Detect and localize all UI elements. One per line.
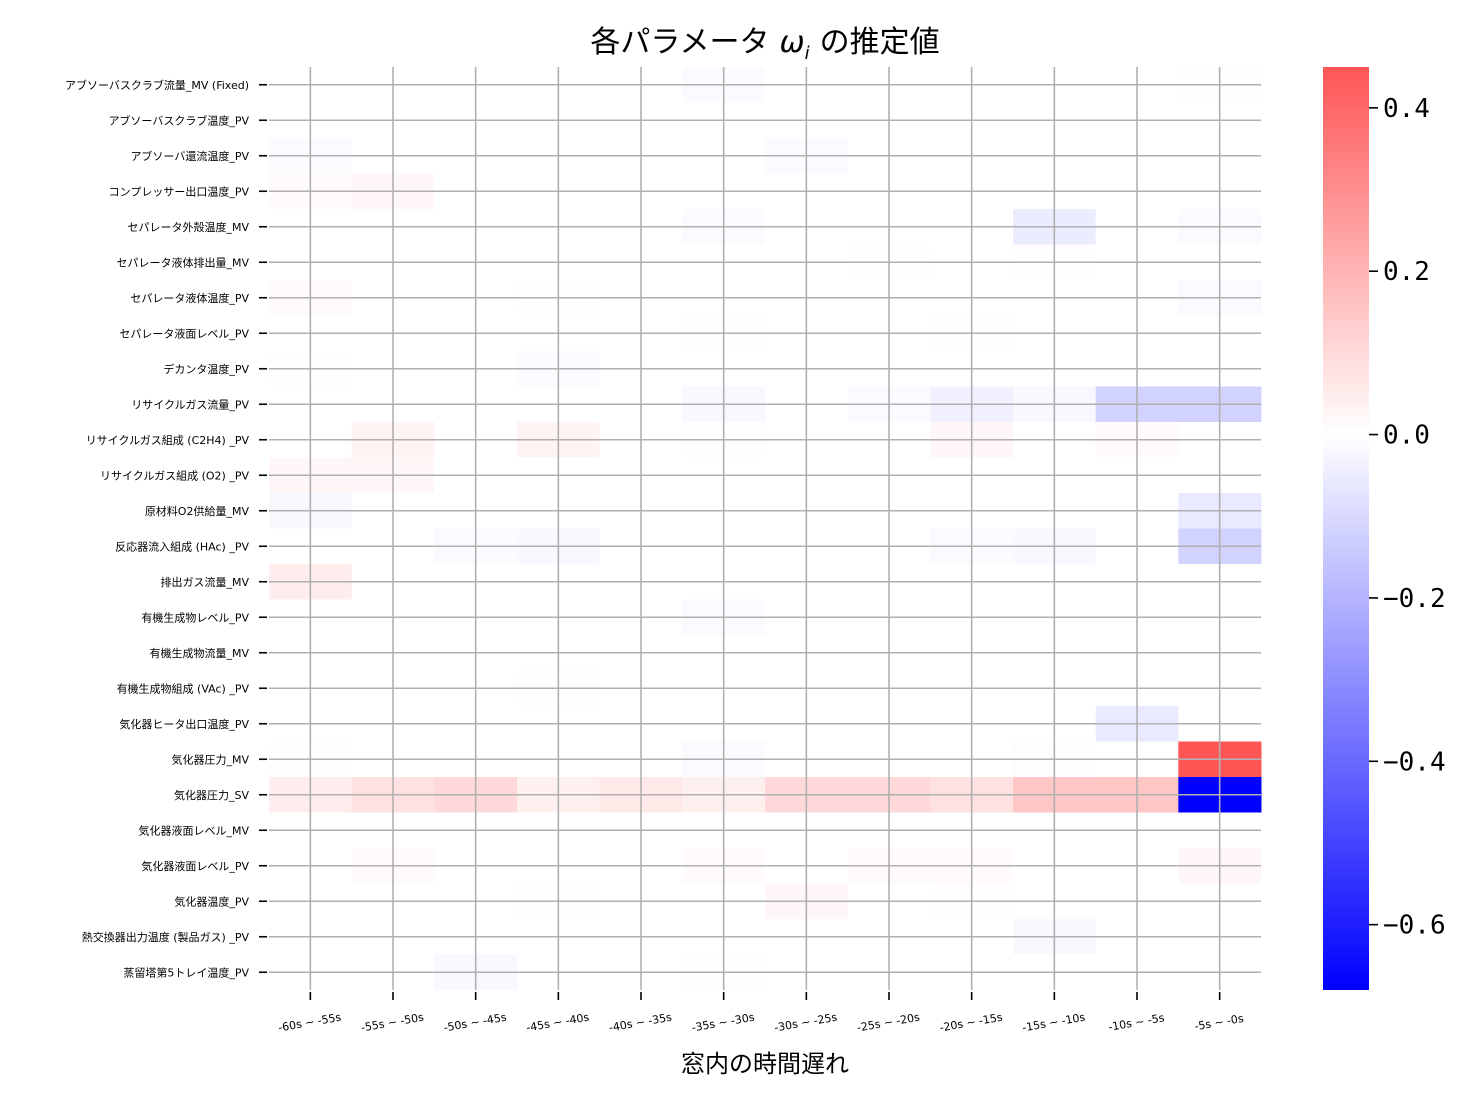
heatmap-cells	[269, 67, 1262, 991]
x-tick-label: -25s ~ -20s	[856, 1011, 921, 1035]
y-tick-label: コンプレッサー出口温度_PV	[109, 184, 250, 198]
y-tick-label: リサイクルガス組成 (O2) _PV	[100, 469, 249, 482]
x-tick-label: -10s ~ -5s	[1107, 1011, 1165, 1034]
y-tick-label: リサイクルガス流量_PV	[131, 397, 249, 411]
x-tick-label: -40s ~ -35s	[608, 1011, 673, 1035]
y-tick-label: 反応器流入組成 (HAc) _PV	[115, 539, 249, 553]
y-tick-label: 熱交換器出力温度 (製品ガス) _PV	[82, 930, 250, 944]
y-tick-label: セパレータ液体排出量_MV	[116, 255, 249, 269]
title-suffix: の推定値	[820, 25, 940, 60]
colorbar-tick-label: −0.6	[1383, 911, 1446, 941]
x-tick-label: -55s ~ -50s	[360, 1011, 425, 1035]
colorbar-tick-label: −0.4	[1383, 747, 1446, 777]
y-tick-label: 気化器液面レベル_MV	[138, 823, 249, 837]
x-tick-label: -20s ~ -15s	[939, 1011, 1004, 1035]
x-tick-label: -50s ~ -45s	[443, 1011, 508, 1035]
x-tick-label: -45s ~ -40s	[525, 1011, 590, 1035]
y-tick-label: 原材料O2供給量_MV	[145, 504, 250, 518]
y-tick-label: 有機生成物流量_MV	[149, 646, 249, 660]
colorbar-ticks: 0.4 0.2 0.0 −0.2 −0.4 −0.6	[1369, 94, 1446, 941]
x-tick-label: -5s ~ -0s	[1194, 1012, 1245, 1033]
y-tick-label: リサイクルガス組成 (C2H4) _PV	[86, 434, 250, 447]
y-tick-label: 有機生成物組成 (VAc) _PV	[117, 681, 250, 695]
y-tick-label: セパレータ外殻温度_MV	[127, 220, 249, 234]
chart-title: 各パラメータ ωi の推定値	[590, 25, 939, 64]
y-tick-label: 排出ガス流量_MV	[160, 575, 249, 589]
x-tick-label: -30s ~ -25s	[773, 1011, 838, 1035]
y-tick-label: セパレータ液体温度_PV	[130, 291, 249, 305]
x-tick-label: -35s ~ -30s	[691, 1011, 756, 1035]
y-tick-label: 気化器ヒータ出口温度_PV	[119, 717, 249, 731]
title-main: 各パラメータ	[590, 25, 769, 60]
y-tick-label: デカンタ温度_PV	[163, 362, 249, 376]
title-subscript: i	[805, 43, 810, 64]
y-tick-label: アブソーバスクラブ流量_MV (Fixed)	[65, 78, 249, 92]
title-symbol: ω	[779, 25, 804, 60]
x-tick-label: -60s ~ -55s	[277, 1011, 342, 1035]
y-tick-label: 有機生成物レベル_PV	[141, 610, 249, 624]
grid-lines	[269, 67, 1261, 990]
colorbar-tick-label: −0.2	[1383, 584, 1446, 614]
y-axis: アブソーバスクラブ流量_MV (Fixed) アブソーバスクラブ温度_PV アブソー…	[65, 78, 267, 979]
y-tick-label: セパレータ液面レベル_PV	[119, 326, 249, 340]
y-tick-label: アブソーバ還流温度_PV	[130, 149, 249, 163]
x-tick-label: -15s ~ -10s	[1021, 1011, 1086, 1035]
y-tick-label: 気化器温度_PV	[174, 894, 249, 908]
colorbar-tick-label: 0.0	[1383, 421, 1430, 451]
colorbar	[1323, 67, 1369, 990]
x-axis-title: 窓内の時間遅れ	[681, 1050, 849, 1078]
x-axis: -60s ~ -55s -55s ~ -50s -50s ~ -45s -45s ~ …	[277, 992, 1245, 1034]
y-tick-label: 蒸留塔第5トレイ温度_PV	[123, 965, 249, 979]
colorbar-tick-label: 0.2	[1383, 257, 1430, 287]
y-tick-label: 気化器液面レベル_PV	[141, 859, 249, 873]
y-tick-label: 気化器圧力_MV	[171, 752, 249, 766]
y-tick-label: アブソーバスクラブ温度_PV	[108, 113, 249, 127]
y-tick-label: 気化器圧力_SV	[174, 788, 249, 802]
colorbar-tick-label: 0.4	[1383, 94, 1430, 124]
